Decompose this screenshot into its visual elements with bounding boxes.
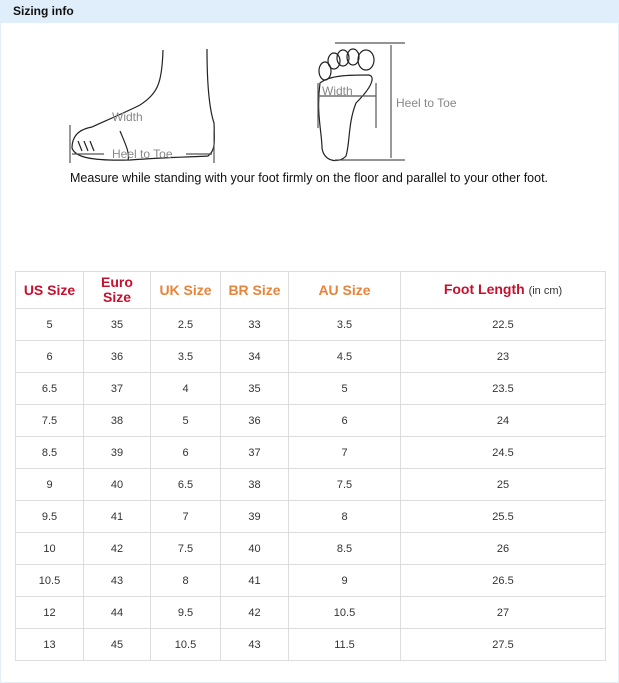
cell-au: 8.5 <box>288 532 401 565</box>
cell-br: 39 <box>220 500 289 533</box>
cell-au: 3.5 <box>288 308 401 341</box>
table-row: 9.5 41 7 39 8 25.5 <box>15 500 606 533</box>
cell-euro: 45 <box>83 628 151 661</box>
cell-us: 5 <box>15 308 84 341</box>
sole-illustration: Width Heel to Toe <box>317 42 457 162</box>
cell-foot-length: 24 <box>400 404 606 437</box>
cell-uk: 5 <box>150 404 221 437</box>
cell-us: 12 <box>15 596 84 629</box>
foot-measure-diagram: Width Heel to Toe Width Heel to Toe <box>69 42 457 163</box>
cell-foot-length: 25.5 <box>400 500 606 533</box>
cell-us: 8.5 <box>15 436 84 469</box>
table-row: 12 44 9.5 42 10.5 27 <box>15 596 606 629</box>
cell-foot-length: 23 <box>400 340 606 373</box>
cell-uk: 6.5 <box>150 468 221 501</box>
table-row: 9 40 6.5 38 7.5 25 <box>15 468 606 501</box>
cell-br: 41 <box>220 564 289 597</box>
table-row: 10 42 7.5 40 8.5 26 <box>15 532 606 565</box>
cell-us: 6 <box>15 340 84 373</box>
table-row: 5 35 2.5 33 3.5 22.5 <box>15 308 606 341</box>
side-width-label: Width <box>112 110 143 124</box>
cell-au: 11.5 <box>288 628 401 661</box>
cell-euro: 44 <box>83 596 151 629</box>
table-row: 7.5 38 5 36 6 24 <box>15 404 606 437</box>
col-au-size: AU Size <box>288 271 401 309</box>
cell-uk: 3.5 <box>150 340 221 373</box>
table-row: 10.5 43 8 41 9 26.5 <box>15 564 606 597</box>
side-foot-illustration: Width Heel to Toe <box>69 48 216 163</box>
cell-au: 8 <box>288 500 401 533</box>
table-row: 8.5 39 6 37 7 24.5 <box>15 436 606 469</box>
cell-br: 33 <box>220 308 289 341</box>
cell-euro: 38 <box>83 404 151 437</box>
sole-width-label: Width <box>322 84 353 98</box>
cell-us: 9.5 <box>15 500 84 533</box>
cell-br: 40 <box>220 532 289 565</box>
cell-uk: 6 <box>150 436 221 469</box>
col-us-size: US Size <box>15 271 84 309</box>
table-row: 6 36 3.5 34 4.5 23 <box>15 340 606 373</box>
table-row: 13 45 10.5 43 11.5 27.5 <box>15 628 606 661</box>
cell-euro: 37 <box>83 372 151 405</box>
section-title: Sizing info <box>13 4 74 18</box>
cell-us: 10 <box>15 532 84 565</box>
cell-euro: 36 <box>83 340 151 373</box>
cell-br: 38 <box>220 468 289 501</box>
cell-au: 6 <box>288 404 401 437</box>
cell-euro: 41 <box>83 500 151 533</box>
cell-us: 10.5 <box>15 564 84 597</box>
euro-size-label: Euro Size <box>101 274 133 305</box>
cell-br: 37 <box>220 436 289 469</box>
size-chart-table: US Size Euro Size UK Size BR Size AU Siz… <box>15 271 606 661</box>
cell-euro: 40 <box>83 468 151 501</box>
cell-au: 10.5 <box>288 596 401 629</box>
cell-foot-length: 24.5 <box>400 436 606 469</box>
cell-br: 34 <box>220 340 289 373</box>
cell-euro: 39 <box>83 436 151 469</box>
cell-us: 13 <box>15 628 84 661</box>
cell-br: 43 <box>220 628 289 661</box>
cell-foot-length: 27 <box>400 596 606 629</box>
col-euro-size: Euro Size <box>83 271 151 309</box>
cell-uk: 2.5 <box>150 308 221 341</box>
table-header-row: US Size Euro Size UK Size BR Size AU Siz… <box>15 271 606 309</box>
sole-heel-label: Heel to Toe <box>396 96 457 110</box>
cell-au: 7.5 <box>288 468 401 501</box>
cell-foot-length: 27.5 <box>400 628 606 661</box>
cell-euro: 43 <box>83 564 151 597</box>
cell-au: 5 <box>288 372 401 405</box>
section-header: Sizing info <box>0 0 619 23</box>
col-foot-length: Foot Length (in cm) <box>400 271 606 309</box>
cell-foot-length: 23.5 <box>400 372 606 405</box>
cell-euro: 42 <box>83 532 151 565</box>
cell-br: 36 <box>220 404 289 437</box>
cell-uk: 7.5 <box>150 532 221 565</box>
cell-uk: 4 <box>150 372 221 405</box>
cell-uk: 7 <box>150 500 221 533</box>
cell-br: 35 <box>220 372 289 405</box>
cell-foot-length: 22.5 <box>400 308 606 341</box>
cell-uk: 9.5 <box>150 596 221 629</box>
side-heel-label: Heel to Toe <box>112 147 173 161</box>
foot-length-unit: (in cm) <box>528 284 563 297</box>
cell-us: 7.5 <box>15 404 84 437</box>
cell-uk: 10.5 <box>150 628 221 661</box>
cell-foot-length: 26.5 <box>400 564 606 597</box>
cell-us: 6.5 <box>15 372 84 405</box>
cell-us: 9 <box>15 468 84 501</box>
cell-foot-length: 25 <box>400 468 606 501</box>
cell-au: 7 <box>288 436 401 469</box>
measure-instruction: Measure while standing with your foot fi… <box>70 171 549 185</box>
cell-br: 42 <box>220 596 289 629</box>
col-br-size: BR Size <box>220 271 289 309</box>
cell-foot-length: 26 <box>400 532 606 565</box>
cell-au: 9 <box>288 564 401 597</box>
foot-length-label: Foot Length <box>443 280 525 297</box>
table-row: 6.5 37 4 35 5 23.5 <box>15 372 606 405</box>
col-uk-size: UK Size <box>150 271 221 309</box>
cell-au: 4.5 <box>288 340 401 373</box>
cell-euro: 35 <box>83 308 151 341</box>
cell-uk: 8 <box>150 564 221 597</box>
